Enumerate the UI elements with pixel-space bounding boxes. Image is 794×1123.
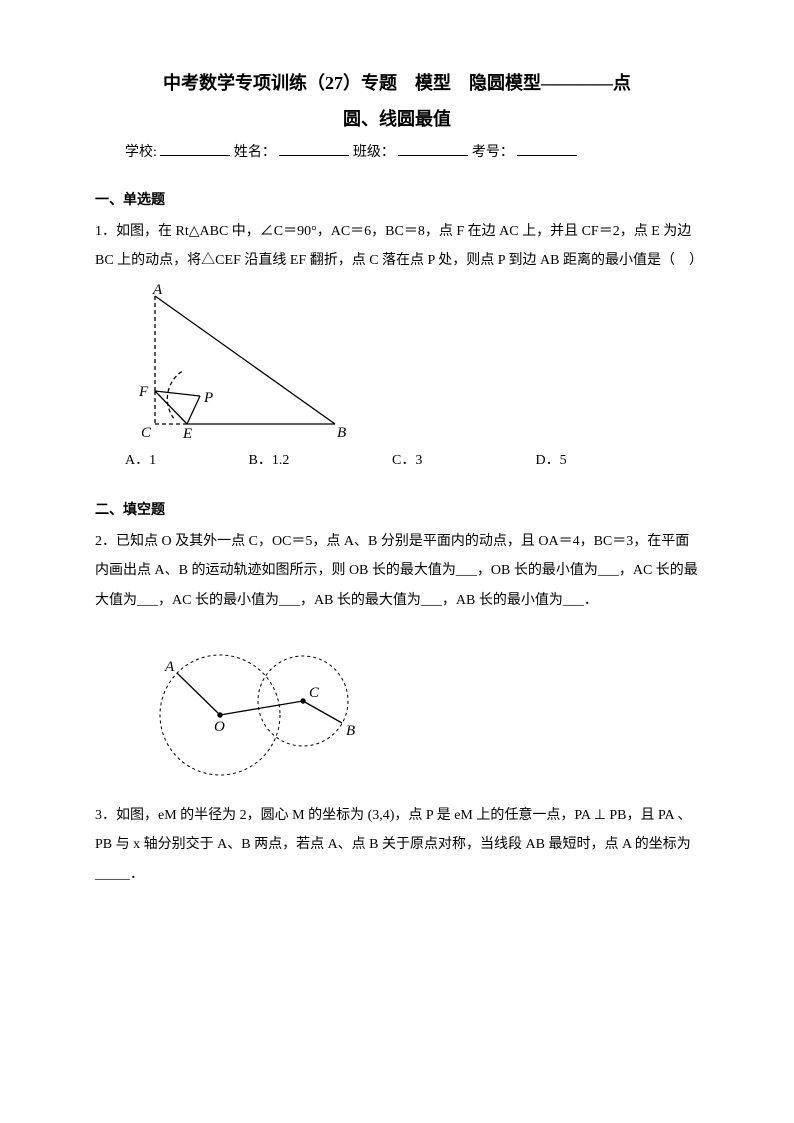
svg-text:E: E [182,426,192,439]
q1-option-b[interactable]: B．1.2 [249,449,389,469]
svg-text:F: F [138,384,149,400]
examno-blank[interactable] [517,141,577,156]
svg-text:C: C [309,685,320,701]
student-info-line: 学校: 姓名： 班级： 考号： [95,141,699,161]
class-blank[interactable] [398,141,468,156]
examno-label: 考号： [472,145,514,160]
q3-text: 3．如图，eM 的半径为 2，圆心 M 的坐标为 (3,4)，点 P 是 eM … [95,801,699,889]
svg-text:A: A [164,659,175,675]
q1-text: 1．如图，在 Rt△ABC 中，∠C＝90°，AC＝6，BC＝8，点 F 在边 … [95,217,699,276]
q1-option-a[interactable]: A．1 [125,449,245,469]
q2-figure: A O C B [115,623,699,793]
q1-option-c[interactable]: C．3 [392,449,532,469]
name-label: 姓名： [234,145,276,160]
q2-text: 2．已知点 O 及其外一点 C，OC＝5，点 A、B 分别是平面内的动点，且 O… [95,527,699,615]
q1-option-d[interactable]: D．5 [536,449,596,469]
school-blank[interactable] [160,141,230,156]
name-blank[interactable] [279,141,349,156]
svg-text:C: C [141,425,152,439]
title-line-2: 圆、线圆最值 [95,101,699,137]
svg-text:A: A [152,284,163,298]
svg-text:B: B [337,425,346,439]
class-label: 班级： [353,145,395,160]
q1-figure: A F C E B P [115,284,699,439]
svg-text:O: O [214,719,225,735]
title-block: 中考数学专项训练（27）专题 模型 隐圆模型————点 圆、线圆最值 [95,65,699,137]
section-fill-heading: 二、填空题 [95,499,699,519]
title-line-1: 中考数学专项训练（27）专题 模型 隐圆模型————点 [95,65,699,101]
q1-options: A．1 B．1.2 C．3 D．5 [125,449,699,469]
section-mcq-heading: 一、单选题 [95,189,699,209]
svg-text:P: P [203,390,213,406]
school-label: 学校: [125,145,157,160]
svg-text:B: B [346,723,355,739]
page: 中考数学专项训练（27）专题 模型 隐圆模型————点 圆、线圆最值 学校: 姓… [0,0,794,1123]
